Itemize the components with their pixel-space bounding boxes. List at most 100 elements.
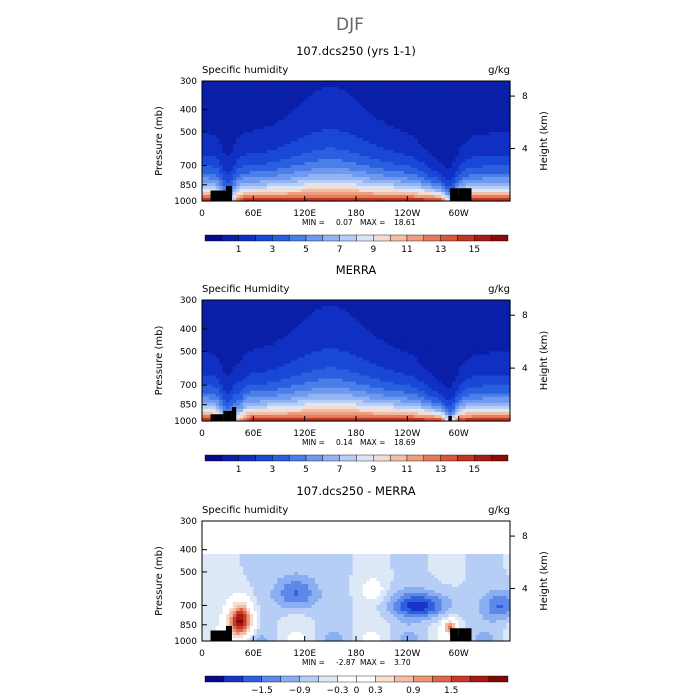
heatmap-cell xyxy=(424,135,429,139)
heatmap-cell xyxy=(434,327,439,331)
heatmap-cell xyxy=(308,153,313,157)
heatmap-cell xyxy=(479,189,484,193)
heatmap-cell xyxy=(434,156,439,160)
heatmap-cell xyxy=(434,126,439,130)
heatmap-cell xyxy=(325,186,330,190)
heatmap-cell xyxy=(280,111,285,115)
heatmap-cell xyxy=(489,138,494,142)
heatmap-cell xyxy=(321,135,326,139)
heatmap-cell xyxy=(246,135,251,139)
heatmap-cell xyxy=(462,153,467,157)
heatmap-cell xyxy=(349,300,354,304)
heatmap-cell xyxy=(273,306,278,310)
heatmap-cell xyxy=(503,126,508,130)
heatmap-cell xyxy=(208,162,213,166)
heatmap-cell xyxy=(472,123,477,127)
heatmap-cell xyxy=(397,183,402,187)
heatmap-cell xyxy=(400,87,405,91)
heatmap-cell xyxy=(225,303,230,307)
heatmap-cell xyxy=(475,195,480,199)
heatmap-cell xyxy=(342,177,347,181)
heatmap-cell xyxy=(236,162,241,166)
heatmap-cell xyxy=(400,126,405,130)
heatmap-cell xyxy=(277,165,282,169)
heatmap-cell xyxy=(270,324,275,328)
heatmap-cell xyxy=(431,195,436,199)
heatmap-cell xyxy=(219,336,224,340)
heatmap-cell xyxy=(314,135,319,139)
heatmap-cell xyxy=(379,114,384,118)
heatmap-cell xyxy=(448,120,453,124)
heatmap-cell xyxy=(239,318,244,322)
heatmap-cell xyxy=(277,189,282,193)
x-tick-label: 0 xyxy=(199,209,205,219)
heatmap-cell xyxy=(359,150,364,154)
heatmap-cell xyxy=(458,165,463,169)
heatmap-cell xyxy=(270,138,275,142)
heatmap-cell xyxy=(338,180,343,184)
heatmap-cell xyxy=(332,186,337,190)
heatmap-cell xyxy=(489,93,494,97)
heatmap-cell xyxy=(492,159,497,163)
heatmap-cell xyxy=(284,180,289,184)
heatmap-cell xyxy=(383,171,388,175)
heatmap-cell xyxy=(434,81,439,85)
heatmap-cell xyxy=(243,183,248,187)
heatmap-cell xyxy=(475,102,480,106)
heatmap-cell xyxy=(434,312,439,316)
heatmap-cell xyxy=(448,183,453,187)
heatmap-cell xyxy=(345,195,350,199)
heatmap-cell xyxy=(328,117,333,121)
heatmap-cell xyxy=(421,324,426,328)
heatmap-cell xyxy=(208,129,213,133)
heatmap-cell xyxy=(393,153,398,157)
heatmap-cell xyxy=(482,87,487,91)
heatmap-cell xyxy=(256,330,261,334)
heatmap-cell xyxy=(421,342,426,346)
heatmap-cell xyxy=(479,195,484,199)
heatmap-cell xyxy=(407,105,412,109)
heatmap-cell xyxy=(427,111,432,115)
heatmap-cell xyxy=(202,315,207,319)
heatmap-cell xyxy=(332,327,337,331)
heatmap-cell xyxy=(308,135,313,139)
heatmap-cell xyxy=(472,144,477,148)
heatmap-cell xyxy=(379,81,384,85)
heatmap-cell xyxy=(379,309,384,313)
heatmap-cell xyxy=(232,99,237,103)
heatmap-cell xyxy=(465,120,470,124)
heatmap-cell xyxy=(246,138,251,142)
heatmap-cell xyxy=(489,129,494,133)
heatmap-cell xyxy=(359,195,364,199)
heatmap-cell xyxy=(359,117,364,121)
heatmap-cell xyxy=(202,168,207,172)
heatmap-cell xyxy=(503,102,508,106)
heatmap-cell xyxy=(475,198,480,202)
heatmap-cell xyxy=(205,150,210,154)
heatmap-cell xyxy=(499,321,504,325)
heatmap-cell xyxy=(270,333,275,337)
heatmap-cell xyxy=(441,336,446,340)
heatmap-cell xyxy=(462,99,467,103)
heatmap-cell xyxy=(379,168,384,172)
heatmap-cell xyxy=(311,147,316,151)
heatmap-cell xyxy=(243,324,248,328)
heatmap-cell xyxy=(229,126,234,130)
heatmap-cell xyxy=(410,171,415,175)
heatmap-cell xyxy=(424,159,429,163)
heatmap-cell xyxy=(424,156,429,160)
heatmap-cell xyxy=(451,84,456,88)
heatmap-cell xyxy=(301,162,306,166)
heatmap-cell xyxy=(290,321,295,325)
heatmap-cell xyxy=(342,81,347,85)
heatmap-cell xyxy=(403,177,408,181)
heatmap-cell xyxy=(263,171,268,175)
heatmap-cell xyxy=(304,180,309,184)
heatmap-cell xyxy=(390,186,395,190)
heatmap-cell xyxy=(232,195,237,199)
heatmap-cell xyxy=(308,333,313,337)
heatmap-cell xyxy=(311,123,316,127)
heatmap-cell xyxy=(208,114,213,118)
heatmap-cell xyxy=(448,168,453,172)
heatmap-cell xyxy=(284,162,289,166)
